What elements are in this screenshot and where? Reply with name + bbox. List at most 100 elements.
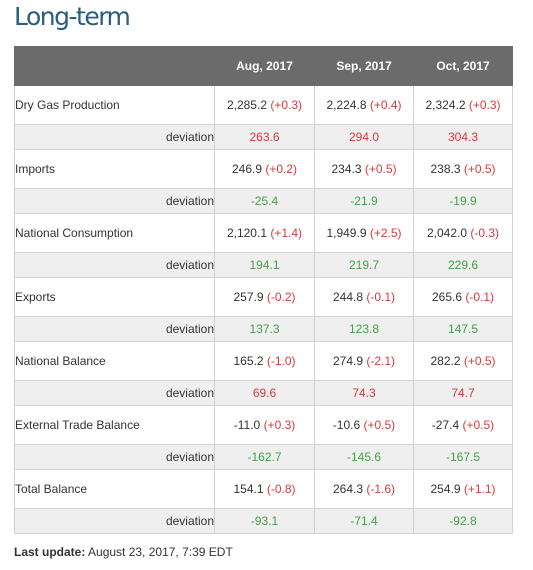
value-number: 254.9 xyxy=(430,482,461,496)
value-number: 282.2 xyxy=(430,354,461,368)
value-number: 246.9 xyxy=(231,162,262,176)
table-row: External Trade Balance -11.0 (+0.3) -10.6 … xyxy=(14,405,513,445)
deviation-value: -167.5 xyxy=(413,444,513,470)
value-cell: 238.3 (+0.5) xyxy=(413,149,513,189)
value-change: (+0.3) xyxy=(263,418,296,432)
value-number: -11.0 xyxy=(233,418,261,432)
table-row: Imports 246.9 (+0.2) 234.3 (+0.5) 238.3 (+0… xyxy=(14,149,513,189)
row-label: Exports xyxy=(14,277,215,317)
deviation-value: -92.8 xyxy=(413,508,513,534)
value-number: 234.3 xyxy=(331,162,362,176)
last-update-value: August 23, 2017, 7:39 EDT xyxy=(88,545,233,559)
value-cell: 2,224.8 (+0.4) xyxy=(314,85,414,125)
table-row: National Balance 165.2 (-1.0) 274.9 (-2.1)… xyxy=(14,341,513,381)
deviation-row: deviation 263.6 294.0 304.3 xyxy=(14,124,513,150)
deviation-label: deviation xyxy=(14,252,215,278)
value-change: (+0.5) xyxy=(463,162,496,176)
value-change: (+0.3) xyxy=(468,98,501,112)
value-change: (+1.4) xyxy=(270,226,303,240)
value-change: (-0.8) xyxy=(266,482,296,496)
row-label: Total Balance xyxy=(14,469,215,509)
row-label: National Balance xyxy=(14,341,215,381)
header-month-sep: Sep, 2017 xyxy=(314,46,414,86)
value-change: (+0.2) xyxy=(265,162,298,176)
value-number: 165.2 xyxy=(233,354,264,368)
deviation-label: deviation xyxy=(14,316,215,342)
deviation-row: deviation -162.7 -145.6 -167.5 xyxy=(14,444,513,470)
value-cell: 264.3 (-1.6) xyxy=(314,469,414,509)
deviation-value: 123.8 xyxy=(314,316,414,342)
value-change: (-2.1) xyxy=(366,354,396,368)
row-label: External Trade Balance xyxy=(14,405,215,445)
value-number: 264.3 xyxy=(332,482,363,496)
value-number: 274.9 xyxy=(332,354,363,368)
value-cell: 234.3 (+0.5) xyxy=(314,149,414,189)
deviation-row: deviation 69.6 74.3 74.7 xyxy=(14,380,513,406)
value-cell: -10.6 (+0.5) xyxy=(314,405,414,445)
deviation-label: deviation xyxy=(14,508,215,534)
deviation-label: deviation xyxy=(14,444,215,470)
deviation-value: 69.6 xyxy=(214,380,315,406)
long-term-table: Aug, 2017 Sep, 2017 Oct, 2017 Dry Gas Pr… xyxy=(14,46,513,534)
value-cell: 165.2 (-1.0) xyxy=(214,341,315,381)
value-cell: 154.1 (-0.8) xyxy=(214,469,315,509)
value-cell: 265.6 (-0.1) xyxy=(413,277,513,317)
value-cell: 2,324.2 (+0.3) xyxy=(413,85,513,125)
value-cell: 2,042.0 (-0.3) xyxy=(413,213,513,253)
value-number: 2,120.1 xyxy=(226,226,267,240)
table-header-row: Aug, 2017 Sep, 2017 Oct, 2017 xyxy=(14,46,513,86)
last-update: Last update: August 23, 2017, 7:39 EDT xyxy=(14,545,233,559)
deviation-value: -25.4 xyxy=(214,188,315,214)
value-cell: 282.2 (+0.5) xyxy=(413,341,513,381)
deviation-value: 263.6 xyxy=(214,124,315,150)
value-change: (-0.1) xyxy=(366,290,396,304)
value-change: (+2.5) xyxy=(369,226,402,240)
value-change: (+0.5) xyxy=(364,162,397,176)
value-change: (+1.1) xyxy=(463,482,496,496)
value-number: 2,324.2 xyxy=(425,98,466,112)
value-cell: 254.9 (+1.1) xyxy=(413,469,513,509)
value-number: -27.4 xyxy=(431,418,460,432)
deviation-value: 229.6 xyxy=(413,252,513,278)
header-month-oct: Oct, 2017 xyxy=(413,46,513,86)
deviation-value: -145.6 xyxy=(314,444,414,470)
value-number: 265.6 xyxy=(431,290,462,304)
deviation-value: -21.9 xyxy=(314,188,414,214)
deviation-value: 147.5 xyxy=(413,316,513,342)
table-body: Dry Gas Production 2,285.2 (+0.3) 2,224.8 … xyxy=(14,85,513,534)
value-number: 2,285.2 xyxy=(226,98,267,112)
table-row: Dry Gas Production 2,285.2 (+0.3) 2,224.8 … xyxy=(14,85,513,125)
value-change: (-1.6) xyxy=(366,482,396,496)
value-cell: 246.9 (+0.2) xyxy=(214,149,315,189)
value-cell: 2,120.1 (+1.4) xyxy=(214,213,315,253)
deviation-value: 304.3 xyxy=(413,124,513,150)
value-change: (+0.5) xyxy=(462,418,495,432)
value-change: (-0.1) xyxy=(465,290,495,304)
deviation-value: -162.7 xyxy=(214,444,315,470)
value-change: (+0.5) xyxy=(363,418,396,432)
value-number: 2,224.8 xyxy=(326,98,367,112)
value-cell: -11.0 (+0.3) xyxy=(214,405,315,445)
deviation-value: -19.9 xyxy=(413,188,513,214)
row-label: Imports xyxy=(14,149,215,189)
value-number: 244.8 xyxy=(332,290,363,304)
table-row: Exports 257.9 (-0.2) 244.8 (-0.1) 265.6 (-0… xyxy=(14,277,513,317)
value-number: 238.3 xyxy=(430,162,461,176)
value-cell: 244.8 (-0.1) xyxy=(314,277,414,317)
value-change: (-0.2) xyxy=(266,290,296,304)
value-number: 154.1 xyxy=(233,482,264,496)
table-row: Total Balance 154.1 (-0.8) 264.3 (-1.6) 254… xyxy=(14,469,513,509)
row-label: National Consumption xyxy=(14,213,215,253)
deviation-value: 74.3 xyxy=(314,380,414,406)
deviation-value: 294.0 xyxy=(314,124,414,150)
table-row: National Consumption 2,120.1 (+1.4) 1,949.… xyxy=(14,213,513,253)
deviation-value: 137.3 xyxy=(214,316,315,342)
value-cell: 257.9 (-0.2) xyxy=(214,277,315,317)
value-change: (+0.4) xyxy=(369,98,402,112)
value-change: (+0.5) xyxy=(463,354,496,368)
value-cell: -27.4 (+0.5) xyxy=(413,405,513,445)
value-change: (+0.3) xyxy=(270,98,303,112)
row-label: Dry Gas Production xyxy=(14,85,215,125)
deviation-row: deviation 194.1 219.7 229.6 xyxy=(14,252,513,278)
value-number: 1,949.9 xyxy=(326,226,367,240)
